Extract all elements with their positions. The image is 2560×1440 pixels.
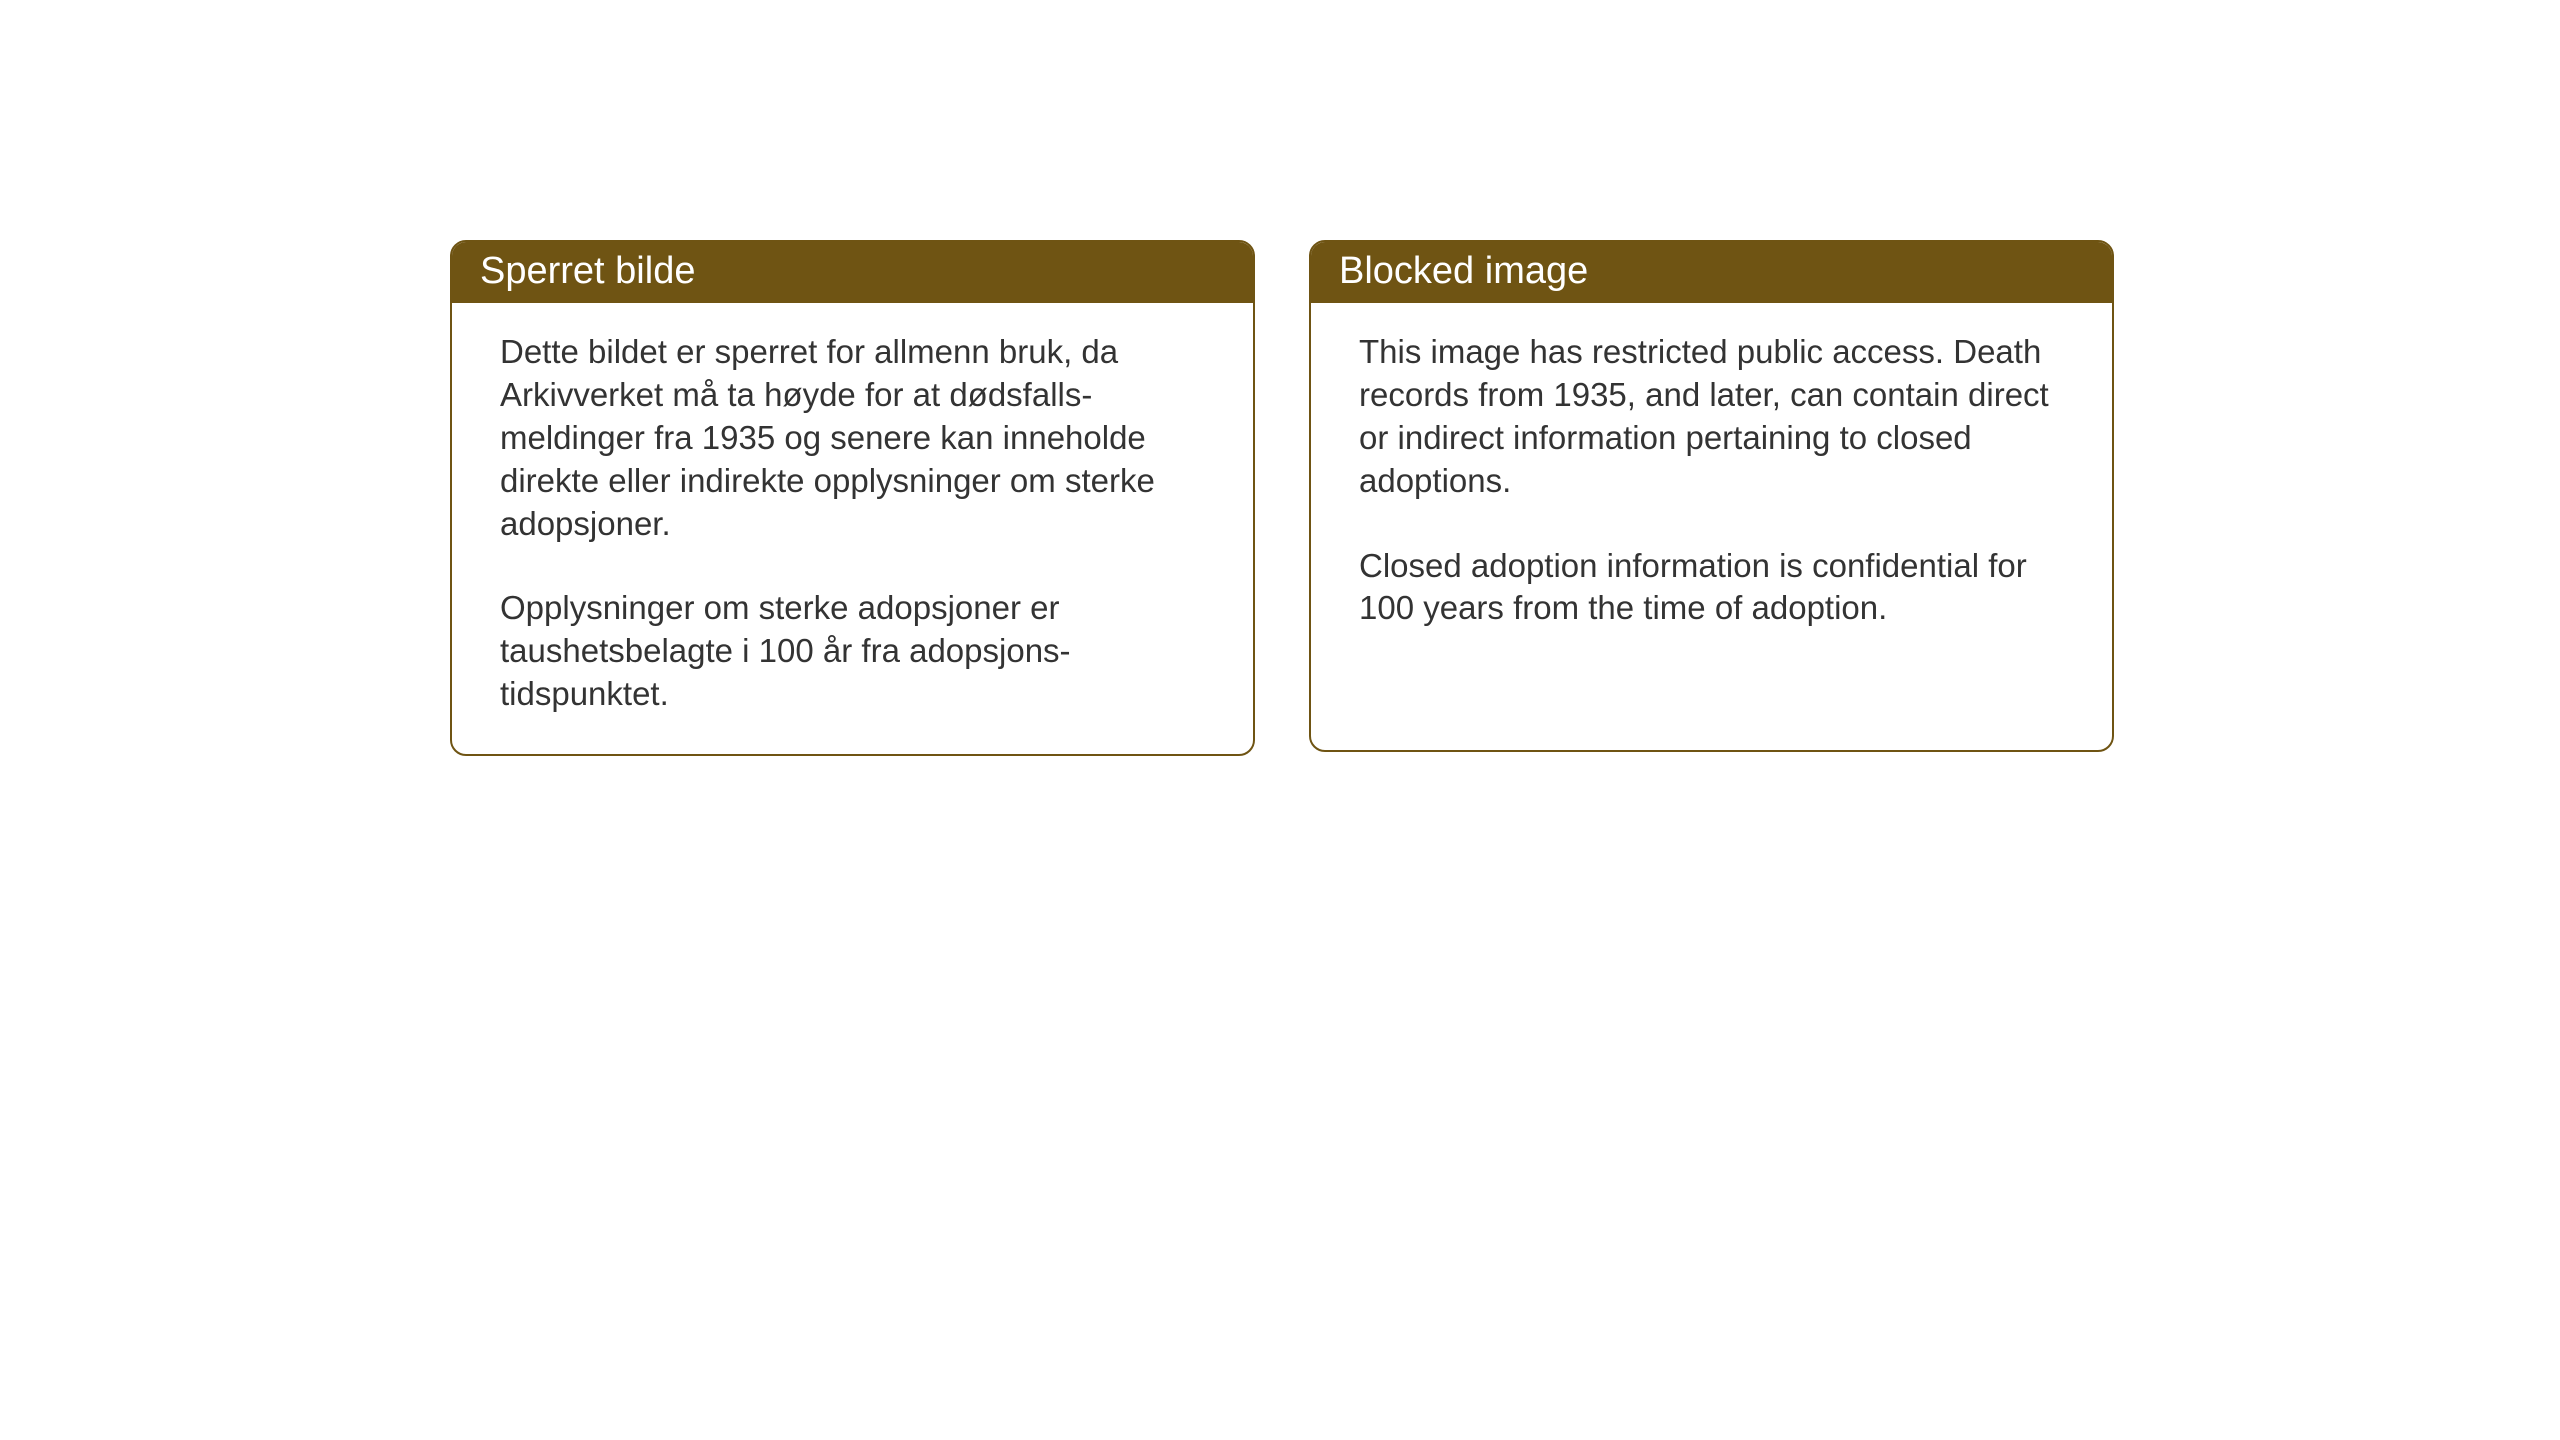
card-paragraph-2-norwegian: Opplysninger om sterke adopsjoner er tau… <box>500 587 1205 716</box>
card-paragraph-1-english: This image has restricted public access.… <box>1359 331 2064 503</box>
card-paragraph-1-norwegian: Dette bildet er sperret for allmenn bruk… <box>500 331 1205 545</box>
notice-card-english: Blocked image This image has restricted … <box>1309 240 2114 752</box>
card-body-norwegian: Dette bildet er sperret for allmenn bruk… <box>452 303 1253 754</box>
notice-cards-container: Sperret bilde Dette bildet er sperret fo… <box>450 240 2114 756</box>
card-title-norwegian: Sperret bilde <box>452 242 1253 303</box>
notice-card-norwegian: Sperret bilde Dette bildet er sperret fo… <box>450 240 1255 756</box>
card-body-english: This image has restricted public access.… <box>1311 303 2112 668</box>
card-title-english: Blocked image <box>1311 242 2112 303</box>
card-paragraph-2-english: Closed adoption information is confident… <box>1359 545 2064 631</box>
